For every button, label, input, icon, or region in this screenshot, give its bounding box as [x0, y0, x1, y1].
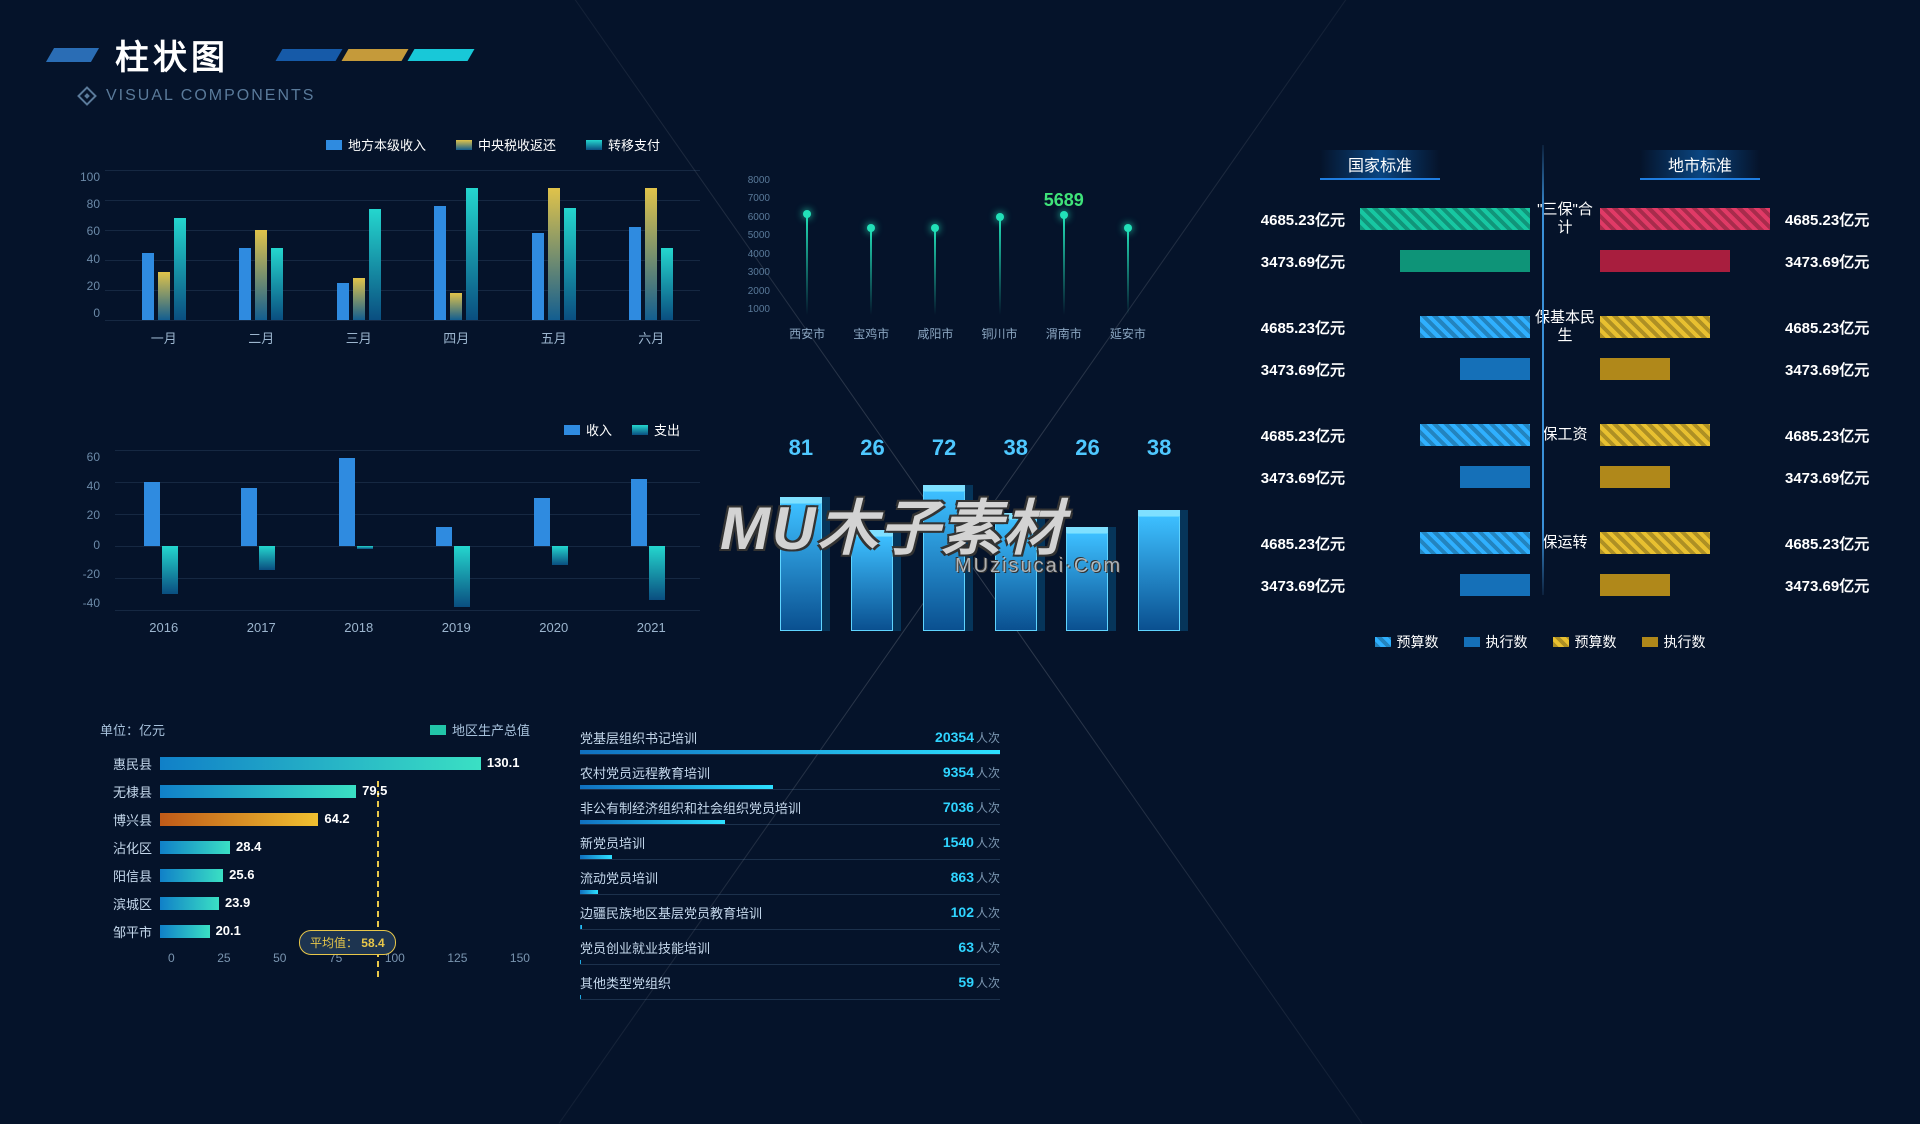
- page-title: 柱状图: [115, 30, 229, 79]
- page-header: 柱状图 VISUAL COMPONENTS: [50, 30, 471, 105]
- budget-comparison-chart: 国家标准地市标准 4685.23亿元预算数"三保"合计预算数4685.23亿元3…: [1210, 150, 1870, 652]
- lollipop-chart: 80007000600050004000300020001000 西安市宝鸡市咸…: [740, 175, 1160, 365]
- unit-label: 单位：亿元: [100, 720, 165, 739]
- watermark-sub: MUzisucai·Com: [955, 555, 1122, 578]
- diamond-icon: [77, 86, 97, 106]
- horizontal-ranked-chart: 单位：亿元 地区生产总值 惠民县130.1无棣县79.5博兴县64.2沾化区28…: [100, 720, 530, 1000]
- header-stripes: [279, 49, 471, 61]
- diverging-bar-chart: 收入支出 6040200-20-40 201620172018201920202…: [70, 440, 700, 660]
- three-d-bar-chart: 812672382638: [765, 435, 1195, 665]
- ranked-list-chart: 党基层组织书记培训20354人次农村党员远程教育培训9354人次非公有制经济组织…: [580, 720, 1000, 1000]
- header-accent: [46, 48, 99, 62]
- grouped-bar-chart: 地方本级收入中央税收返还转移支付 100806040200 一月二月三月四月五月…: [70, 170, 700, 370]
- legend-label: 地区生产总值: [452, 720, 530, 739]
- page-subtitle: VISUAL COMPONENTS: [106, 87, 315, 105]
